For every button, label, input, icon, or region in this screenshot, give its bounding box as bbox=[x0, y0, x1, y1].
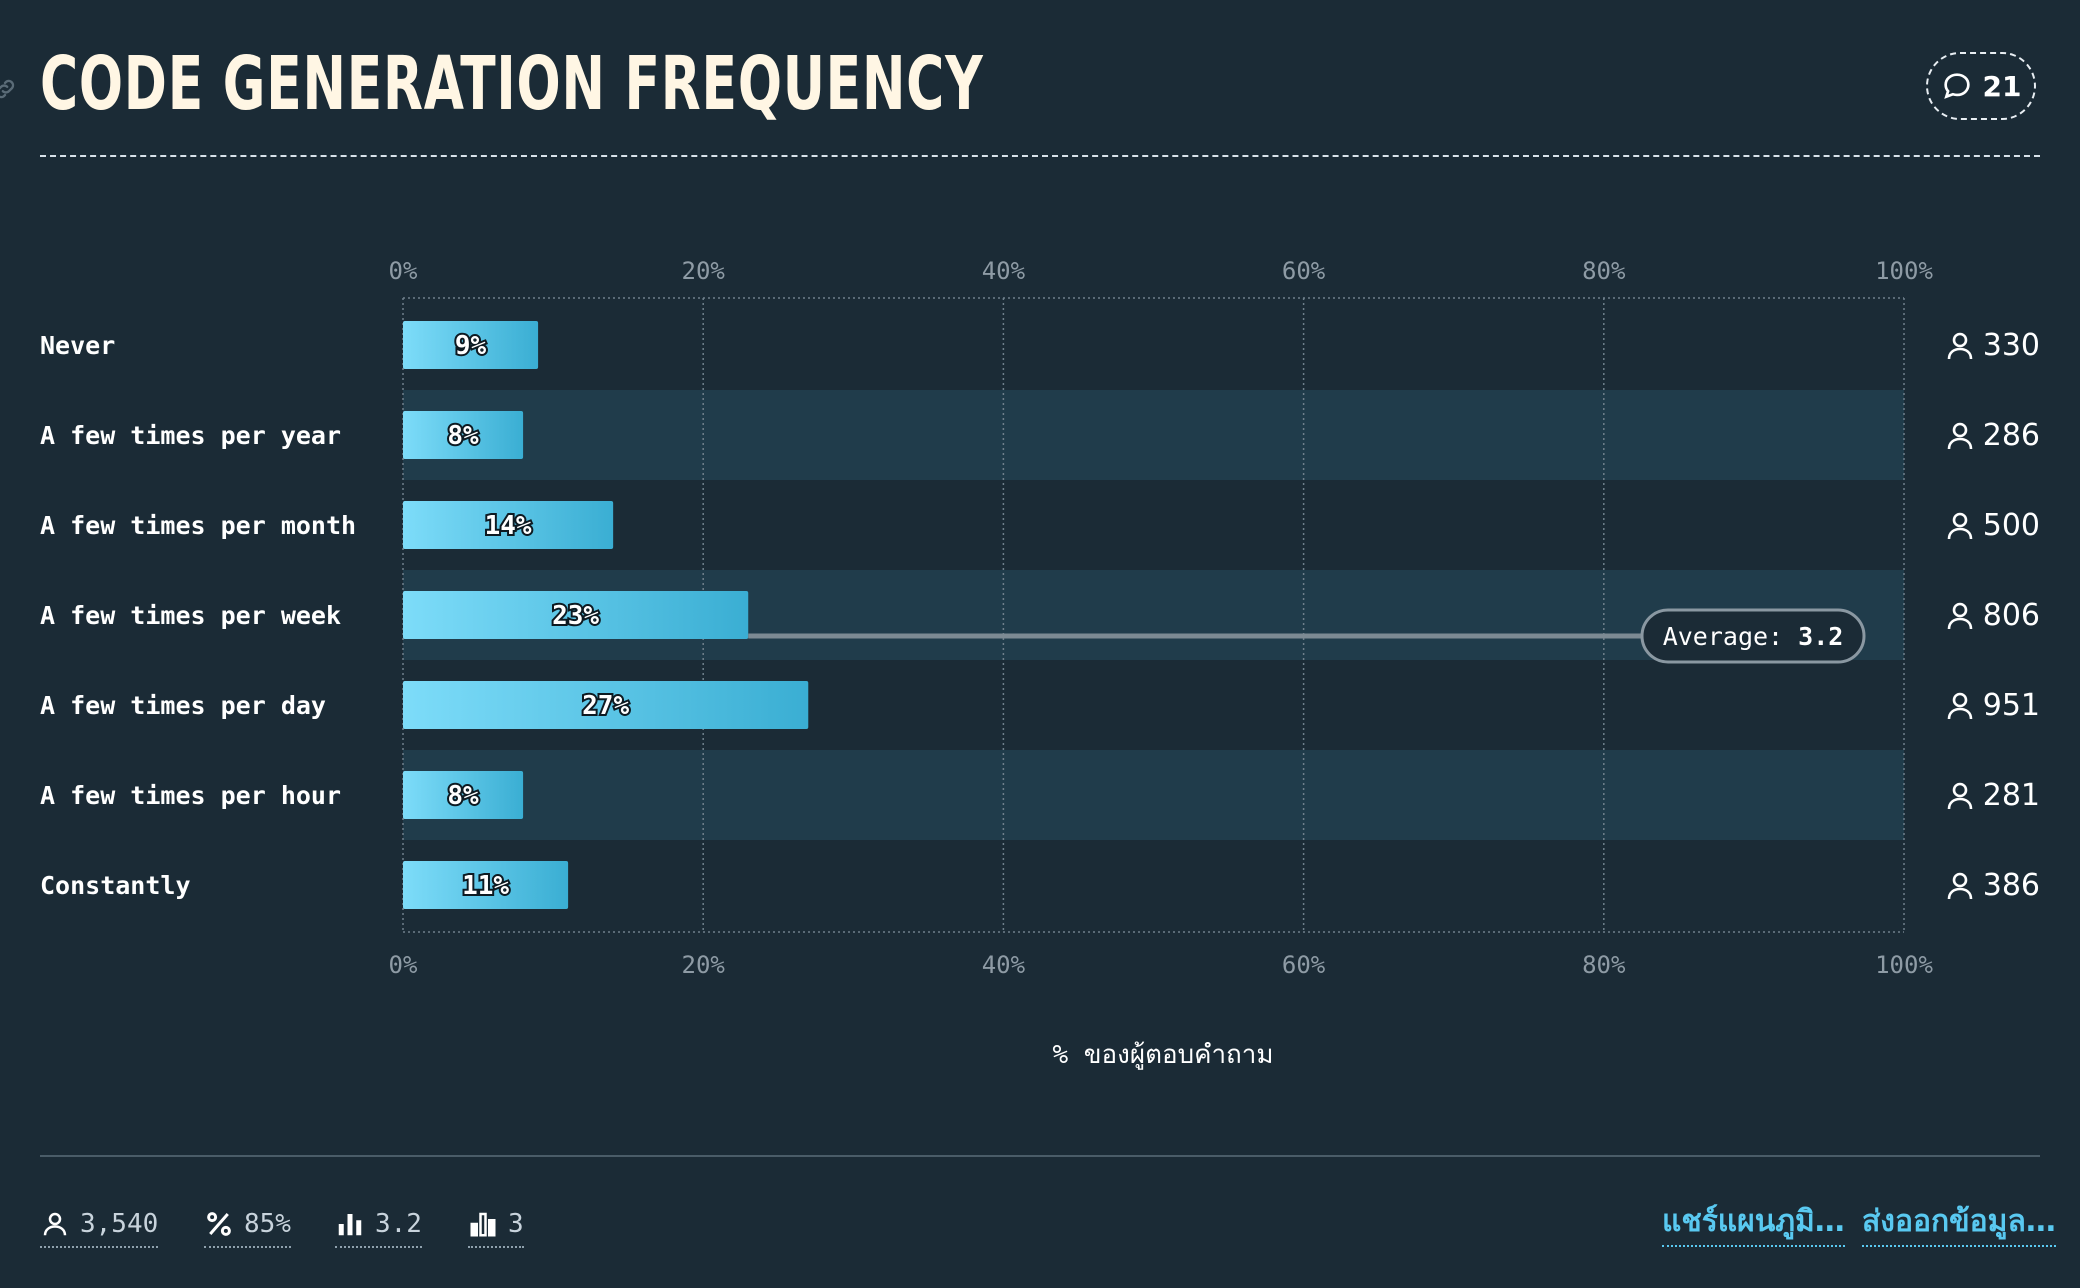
respondent-count: 386 bbox=[1983, 868, 2040, 903]
response-rate-stat[interactable]: 85% bbox=[204, 1202, 291, 1248]
person-icon-body bbox=[1947, 887, 1973, 900]
x-tick-label-bottom: 100% bbox=[1875, 951, 1933, 979]
person-icon bbox=[1947, 512, 1973, 540]
x-tick-label-top: 20% bbox=[682, 257, 726, 285]
person-icon-body bbox=[1947, 797, 1973, 810]
title-divider bbox=[40, 155, 2040, 157]
response-rate: 85% bbox=[244, 1209, 291, 1239]
respondent-count: 281 bbox=[1983, 778, 2040, 813]
person-icon-head bbox=[1952, 512, 1968, 528]
median-chart-icon bbox=[470, 1212, 496, 1237]
respondent-count: 330 bbox=[1983, 328, 2040, 363]
median-value: 3 bbox=[508, 1209, 524, 1239]
respondent-count: 500 bbox=[1983, 508, 2040, 543]
person-icon-body bbox=[1947, 437, 1973, 450]
x-tick-label-bottom: 40% bbox=[982, 951, 1026, 979]
bar-value-label: 9% bbox=[455, 331, 487, 361]
person-icon-body bbox=[1947, 707, 1973, 720]
comments-button[interactable]: 21 bbox=[1926, 52, 2036, 120]
person-icon-head bbox=[1952, 602, 1968, 618]
x-tick-label-bottom: 80% bbox=[1582, 951, 1626, 979]
bar bbox=[403, 321, 539, 369]
bar-value-label: 11% bbox=[462, 871, 509, 901]
x-tick-label-top: 100% bbox=[1875, 257, 1933, 285]
bar bbox=[403, 411, 524, 459]
x-tick-label-bottom: 60% bbox=[1282, 951, 1326, 979]
share-chart-link[interactable]: แชร์แผนภูมิ… bbox=[1662, 1198, 1845, 1247]
bar-value-label: 8% bbox=[447, 421, 479, 451]
export-data-link[interactable]: ส่งออกข้อมูล… bbox=[1862, 1198, 2056, 1247]
person-icon bbox=[1947, 422, 1973, 450]
person-icon-head bbox=[1952, 422, 1968, 438]
category-label: A few times per day bbox=[40, 691, 326, 720]
x-tick-label-top: 40% bbox=[982, 257, 1026, 285]
x-tick-label-top: 80% bbox=[1582, 257, 1626, 285]
bar-chart-icon bbox=[338, 1214, 362, 1236]
person-icon-head bbox=[1952, 692, 1968, 708]
x-axis-label: % ของผู้ตอบคำถาม bbox=[1052, 1040, 1273, 1070]
page-title: CODE GENERATION FREQUENCY bbox=[40, 41, 984, 127]
person-icon-body bbox=[1947, 617, 1973, 630]
person-icon-head bbox=[1952, 782, 1968, 798]
bar bbox=[403, 591, 749, 639]
category-label: A few times per hour bbox=[40, 781, 341, 810]
median-stat[interactable]: 3 bbox=[468, 1202, 524, 1248]
category-label: A few times per month bbox=[40, 511, 356, 540]
bar bbox=[403, 771, 524, 819]
respondent-count: 286 bbox=[1983, 418, 2040, 453]
category-label: Constantly bbox=[40, 871, 191, 900]
person-icon-body bbox=[1947, 347, 1973, 360]
footer-divider bbox=[40, 1155, 2040, 1157]
respondents-stat[interactable]: 3,540 bbox=[40, 1202, 159, 1248]
person-icon bbox=[1947, 692, 1973, 720]
bar-value-label: 23% bbox=[552, 601, 599, 631]
bar-chart: 0% 0% 20% 20% 40% 40% 60% 60% 80% 80% 100% 100% 9% 8… bbox=[40, 257, 2040, 1070]
average-stat[interactable]: 3.2 bbox=[335, 1202, 422, 1248]
person-icon bbox=[1947, 602, 1973, 630]
row-stripe bbox=[403, 750, 1904, 840]
person-icon-head bbox=[1952, 872, 1968, 888]
person-icon bbox=[1947, 872, 1973, 900]
comment-count: 21 bbox=[1982, 69, 2022, 103]
row-stripe bbox=[403, 390, 1904, 480]
category-label: A few times per week bbox=[40, 601, 341, 630]
category-label: Never bbox=[40, 331, 115, 360]
average-pill bbox=[1640, 608, 1866, 664]
x-tick-label-top: 60% bbox=[1282, 257, 1326, 285]
person-icon-head bbox=[1952, 332, 1968, 348]
person-icon bbox=[1947, 782, 1973, 810]
bar-value-label: 14% bbox=[485, 511, 532, 541]
percent-icon bbox=[207, 1212, 231, 1236]
bar bbox=[403, 501, 614, 549]
x-tick-label-top: 0% bbox=[389, 257, 418, 285]
link-icon[interactable] bbox=[0, 76, 18, 102]
x-tick-label-bottom: 20% bbox=[682, 951, 726, 979]
bar-value-label: 27% bbox=[582, 691, 629, 721]
person-icon bbox=[1947, 332, 1973, 360]
speech-bubble-icon bbox=[1943, 73, 1970, 99]
bar-value-label: 8% bbox=[447, 781, 479, 811]
bar bbox=[403, 681, 809, 729]
x-tick-label-bottom: 0% bbox=[389, 951, 418, 979]
person-icon-body bbox=[1947, 527, 1973, 540]
respondent-count: 951 bbox=[1983, 688, 2040, 723]
person-icon bbox=[43, 1212, 67, 1236]
respondents-total: 3,540 bbox=[80, 1209, 159, 1239]
average-value-label: 3.2 bbox=[1798, 622, 1843, 651]
average-label: Average: 3.2 bbox=[1663, 622, 1844, 651]
category-label: A few times per year bbox=[40, 421, 341, 450]
average-value: 3.2 bbox=[375, 1209, 422, 1239]
bar bbox=[403, 861, 569, 909]
respondent-count: 806 bbox=[1983, 598, 2040, 633]
